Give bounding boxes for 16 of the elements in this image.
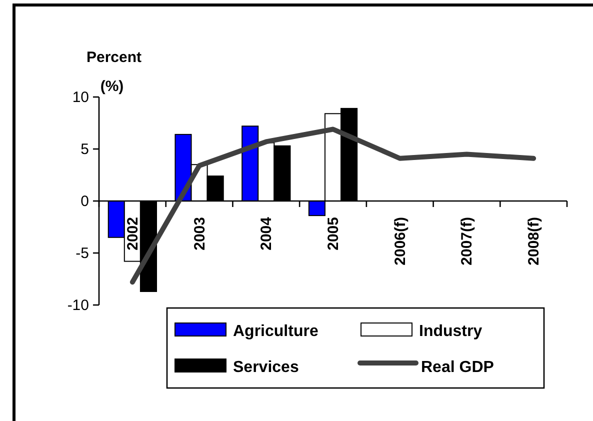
legend-label: Industry <box>419 323 482 340</box>
y-tick-label: 0 <box>80 192 89 210</box>
x-tick-label: 2003 <box>191 217 208 250</box>
y-tick-label: 5 <box>80 140 89 158</box>
x-tick-label: 2004 <box>258 216 276 250</box>
legend-label: Services <box>233 359 299 376</box>
x-tick-label: 2008(f) <box>526 217 543 266</box>
x-tick-label: 2002 <box>124 217 142 250</box>
legend-label: Real GDP <box>421 359 494 376</box>
y-tick-label: -10 <box>67 296 89 314</box>
x-tick-label: 2007(f) <box>458 217 476 266</box>
legend-label: Agriculture <box>233 323 318 340</box>
y-tick-label: -5 <box>76 244 89 262</box>
y-tick-label: 10 <box>72 88 89 106</box>
x-tick-label: 2005 <box>325 217 342 250</box>
x-tick-label: 2006(f) <box>392 217 409 266</box>
